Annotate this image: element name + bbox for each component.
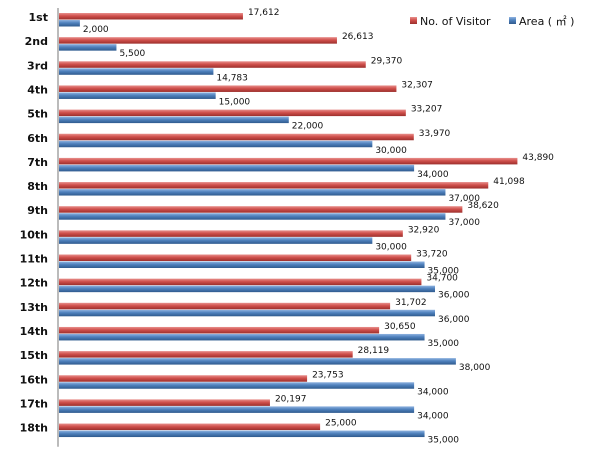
- visitor-bar: [59, 61, 366, 68]
- area-value-label: 15,000: [219, 97, 251, 107]
- area-bar: [59, 92, 216, 99]
- area-value-label: 30,000: [375, 146, 407, 156]
- category-label: 7th: [27, 156, 48, 169]
- category-label: 8th: [27, 180, 48, 193]
- area-value-label: 34,000: [417, 411, 449, 421]
- area-value-label: 35,000: [428, 436, 460, 446]
- category-label: 13th: [20, 301, 48, 314]
- visitor-bar: [59, 182, 489, 189]
- visitor-value-label: 26,613: [342, 32, 374, 42]
- visitor-value-label: 31,702: [395, 298, 427, 308]
- labels-layer: 1st 17,612 2,000 2nd 26,613 5,500 3rd 29,370 14,…: [20, 8, 555, 446]
- area-value-label: 2,000: [83, 25, 109, 35]
- legend: No. of Visitor Area ( ㎡ ): [410, 15, 574, 28]
- visitor-bar: [59, 375, 308, 382]
- area-value-label: 37,000: [448, 194, 480, 204]
- area-value-label: 37,000: [448, 218, 480, 228]
- legend-label-visitor: No. of Visitor: [420, 15, 491, 28]
- category-label: 4th: [27, 83, 48, 96]
- area-bar: [59, 44, 117, 51]
- category-label: 18th: [20, 422, 48, 435]
- area-bar: [59, 116, 289, 124]
- area-bar: [59, 213, 446, 220]
- visitor-value-label: 25,000: [325, 419, 357, 429]
- category-label: 1st: [29, 11, 48, 24]
- visitor-bar: [59, 254, 412, 261]
- area-value-label: 36,000: [438, 291, 470, 301]
- legend-swatch-area: [509, 17, 516, 24]
- bars-layer: [59, 13, 518, 438]
- area-value-label: 34,000: [417, 387, 449, 397]
- category-label: 16th: [20, 373, 48, 386]
- visitor-value-label: 33,720: [416, 250, 448, 260]
- visitor-value-label: 32,307: [401, 80, 433, 90]
- category-label: 2nd: [25, 35, 48, 48]
- area-bar: [59, 333, 425, 341]
- visitor-value-label: 29,370: [371, 56, 403, 66]
- area-bar: [59, 164, 415, 172]
- category-label: 15th: [20, 349, 48, 362]
- visitor-value-label: 20,197: [275, 394, 307, 404]
- area-bar: [59, 406, 415, 413]
- visitor-bar: [59, 133, 414, 141]
- area-value-label: 36,000: [438, 315, 470, 325]
- legend-swatch-visitor: [410, 17, 417, 24]
- category-label: 10th: [20, 228, 48, 241]
- area-value-label: 35,000: [428, 267, 460, 277]
- visitor-bar: [59, 37, 337, 44]
- area-bar: [59, 237, 373, 244]
- visitor-value-label: 38,620: [467, 201, 499, 211]
- area-bar: [59, 309, 435, 317]
- visitor-value-label: 33,970: [419, 129, 451, 139]
- area-value-label: 30,000: [375, 242, 407, 252]
- visitor-bar: [59, 13, 243, 20]
- visitor-value-label: 23,753: [312, 370, 344, 380]
- visitor-bar: [59, 423, 321, 431]
- category-label: 12th: [20, 277, 48, 290]
- area-bar: [59, 261, 425, 268]
- category-label: 17th: [20, 397, 48, 410]
- category-label: 9th: [27, 204, 48, 217]
- category-label: 3rd: [27, 59, 48, 72]
- area-bar: [59, 189, 446, 196]
- area-bar: [59, 382, 415, 389]
- visitor-bar: [59, 206, 463, 213]
- area-bar: [59, 430, 425, 438]
- visitor-bar: [59, 230, 403, 237]
- area-bar: [59, 20, 80, 27]
- visitor-bar: [59, 326, 380, 334]
- area-bar: [59, 285, 435, 293]
- area-value-label: 14,783: [216, 73, 248, 83]
- visitor-bar: [59, 109, 406, 117]
- visitor-value-label: 43,890: [522, 153, 554, 163]
- visitor-value-label: 30,650: [384, 322, 416, 332]
- area-bar: [59, 358, 456, 365]
- area-value-label: 38,000: [459, 363, 491, 373]
- visitor-value-label: 33,207: [411, 105, 443, 115]
- visitor-value-label: 41,098: [493, 177, 525, 187]
- visitor-value-label: 34,700: [426, 274, 458, 284]
- visitor-value-label: 17,612: [248, 8, 280, 18]
- area-bar: [59, 68, 214, 75]
- visitor-value-label: 28,119: [358, 346, 390, 356]
- visitor-bar: [59, 85, 397, 92]
- area-value-label: 5,500: [119, 49, 145, 59]
- category-label: 5th: [27, 108, 48, 121]
- area-value-label: 35,000: [428, 339, 460, 349]
- area-value-label: 34,000: [417, 170, 449, 180]
- visitor-bar: [59, 302, 391, 310]
- visitor-bar: [59, 278, 422, 286]
- visitor-bar: [59, 351, 353, 358]
- category-label: 14th: [20, 325, 48, 338]
- area-bar: [59, 140, 373, 148]
- category-label: 11th: [20, 253, 48, 266]
- visitor-bar: [59, 157, 518, 165]
- legend-label-area: Area ( ㎡ ): [519, 15, 574, 28]
- visitor-bar: [59, 399, 270, 406]
- category-label: 6th: [27, 132, 48, 145]
- visitor-value-label: 32,920: [408, 225, 440, 235]
- area-value-label: 22,000: [292, 122, 324, 132]
